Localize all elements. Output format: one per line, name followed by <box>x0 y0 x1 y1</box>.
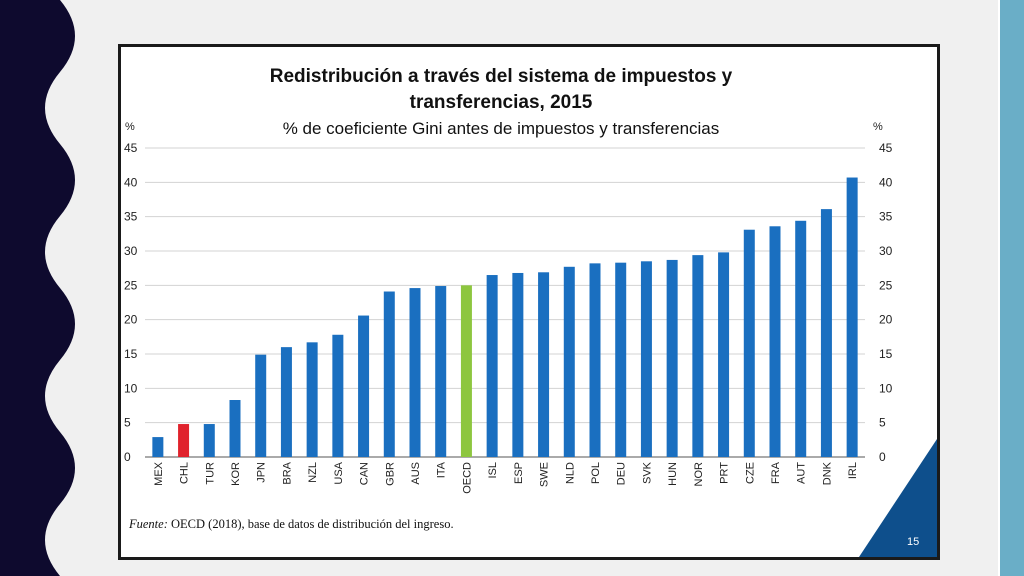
x-tick-label-ita: ITA <box>436 461 448 478</box>
bar-ita <box>435 286 447 457</box>
bar-gbr <box>383 291 395 457</box>
bar-isl <box>486 275 498 457</box>
gridlines <box>145 147 865 458</box>
bar-prt <box>718 252 730 457</box>
y-tick-label-right: 40 <box>879 175 893 189</box>
bar-oecd <box>460 285 472 457</box>
y-tick-label-right: 10 <box>879 381 893 395</box>
x-tick-label-usa: USA <box>333 461 345 484</box>
bar-chl <box>178 424 190 457</box>
y-tick-label-right: 15 <box>879 347 893 361</box>
x-tick-label-tur: TUR <box>204 462 216 485</box>
y-tick-label-left: 25 <box>124 278 138 292</box>
right-accent-strip <box>1000 0 1024 576</box>
x-tick-label-deu: DEU <box>616 462 628 485</box>
y-tick-label-left: 15 <box>124 347 138 361</box>
x-tick-label-fra: FRA <box>770 461 782 484</box>
left-wave-decoration <box>0 0 75 576</box>
y-tick-label-right: 5 <box>879 416 886 430</box>
corner-accent-triangle <box>859 439 937 557</box>
y-axis-left: 0 5 10 15 20 25 30 35 40 45 <box>124 141 138 464</box>
y-tick-label-right: 20 <box>879 313 893 327</box>
y-tick-label-left: 40 <box>124 175 138 189</box>
x-tick-label-esp: ESP <box>513 462 525 484</box>
source-label: Fuente: <box>129 517 168 531</box>
y-tick-label-left: 45 <box>124 141 138 155</box>
x-tick-label-mex: MEX <box>153 461 165 486</box>
chart-title-line-2: transferencias, 2015 <box>410 92 593 113</box>
x-tick-label-prt: PRT <box>719 462 731 484</box>
y-unit-right: % <box>873 121 883 133</box>
bar-nld <box>563 266 575 457</box>
chart-frame: Redistribución a través del sistema de i… <box>118 44 940 560</box>
x-tick-label-irl: IRL <box>847 462 859 479</box>
bar-pol <box>589 263 601 457</box>
bar-cze <box>743 229 755 457</box>
chart: Redistribución a través del sistema de i… <box>124 66 937 557</box>
y-unit-left: % <box>125 121 135 133</box>
bar-tur <box>203 424 215 457</box>
bar-hun <box>666 259 678 457</box>
bar-mex <box>152 437 164 457</box>
bar-aus <box>409 288 421 457</box>
x-tick-label-nzl: NZL <box>307 462 319 483</box>
y-tick-label-left: 5 <box>124 416 131 430</box>
bar-esp <box>512 272 524 457</box>
x-tick-label-aut: AUT <box>796 462 808 484</box>
y-axis-right: 0 5 10 15 20 25 30 35 40 45 <box>879 141 893 464</box>
bar-swe <box>538 272 550 457</box>
bar-deu <box>615 262 627 457</box>
bar-can <box>358 315 370 457</box>
x-tick-label-gbr: GBR <box>384 462 396 486</box>
x-tick-label-kor: KOR <box>230 462 242 486</box>
y-tick-label-right: 35 <box>879 210 893 224</box>
bar-jpn <box>255 354 267 457</box>
y-tick-label-left: 20 <box>124 313 138 327</box>
bar-fra <box>769 226 781 457</box>
x-tick-label-dnk: DNK <box>821 461 833 485</box>
source-note: Fuente: OECD (2018), base de datos de di… <box>129 517 454 532</box>
x-tick-label-bra: BRA <box>281 461 293 484</box>
bars <box>152 177 858 457</box>
x-tick-label-aus: AUS <box>410 462 422 485</box>
x-tick-label-isl: ISL <box>487 462 499 479</box>
chart-title-line-1: Redistribución a través del sistema de i… <box>270 66 733 87</box>
bar-nzl <box>306 342 318 457</box>
y-tick-label-left: 0 <box>124 450 131 464</box>
y-tick-label-left: 10 <box>124 381 138 395</box>
x-tick-label-pol: POL <box>590 462 602 484</box>
bar-kor <box>229 400 241 457</box>
bar-svk <box>640 261 652 457</box>
bar-bra <box>280 347 292 457</box>
y-tick-label-right: 0 <box>879 450 886 464</box>
bar-usa <box>332 334 344 457</box>
bar-irl <box>846 177 858 457</box>
y-tick-label-right: 45 <box>879 141 893 155</box>
x-tick-label-jpn: JPN <box>256 462 268 483</box>
chart-subtitle: % de coeficiente Gini antes de impuestos… <box>283 119 720 138</box>
bar-dnk <box>820 209 832 457</box>
x-tick-label-svk: SVK <box>641 461 653 484</box>
x-axis-labels: MEX CHL TUR KOR JPN BRA NZL USA CAN GBR AUS ITA OECD… <box>153 461 859 493</box>
x-tick-label-hun: HUN <box>667 462 679 486</box>
y-tick-label-right: 25 <box>879 278 893 292</box>
bar-nor <box>692 255 704 457</box>
page-number: 15 <box>907 536 920 548</box>
x-tick-label-nor: NOR <box>693 462 705 487</box>
y-tick-label-left: 30 <box>124 244 138 258</box>
x-tick-label-chl: CHL <box>179 462 191 484</box>
x-tick-label-swe: SWE <box>539 462 551 487</box>
y-tick-label-right: 30 <box>879 244 893 258</box>
chart-titles: Redistribución a través del sistema de i… <box>125 66 883 138</box>
right-strip-edge <box>998 0 1000 576</box>
x-tick-label-oecd: OECD <box>461 462 473 494</box>
bar-aut <box>795 220 807 457</box>
source-text: OECD (2018), base de datos de distribuci… <box>167 517 454 531</box>
y-tick-label-left: 35 <box>124 210 138 224</box>
x-tick-label-cze: CZE <box>744 462 756 484</box>
x-tick-label-nld: NLD <box>564 462 576 484</box>
x-tick-label-can: CAN <box>359 462 371 485</box>
